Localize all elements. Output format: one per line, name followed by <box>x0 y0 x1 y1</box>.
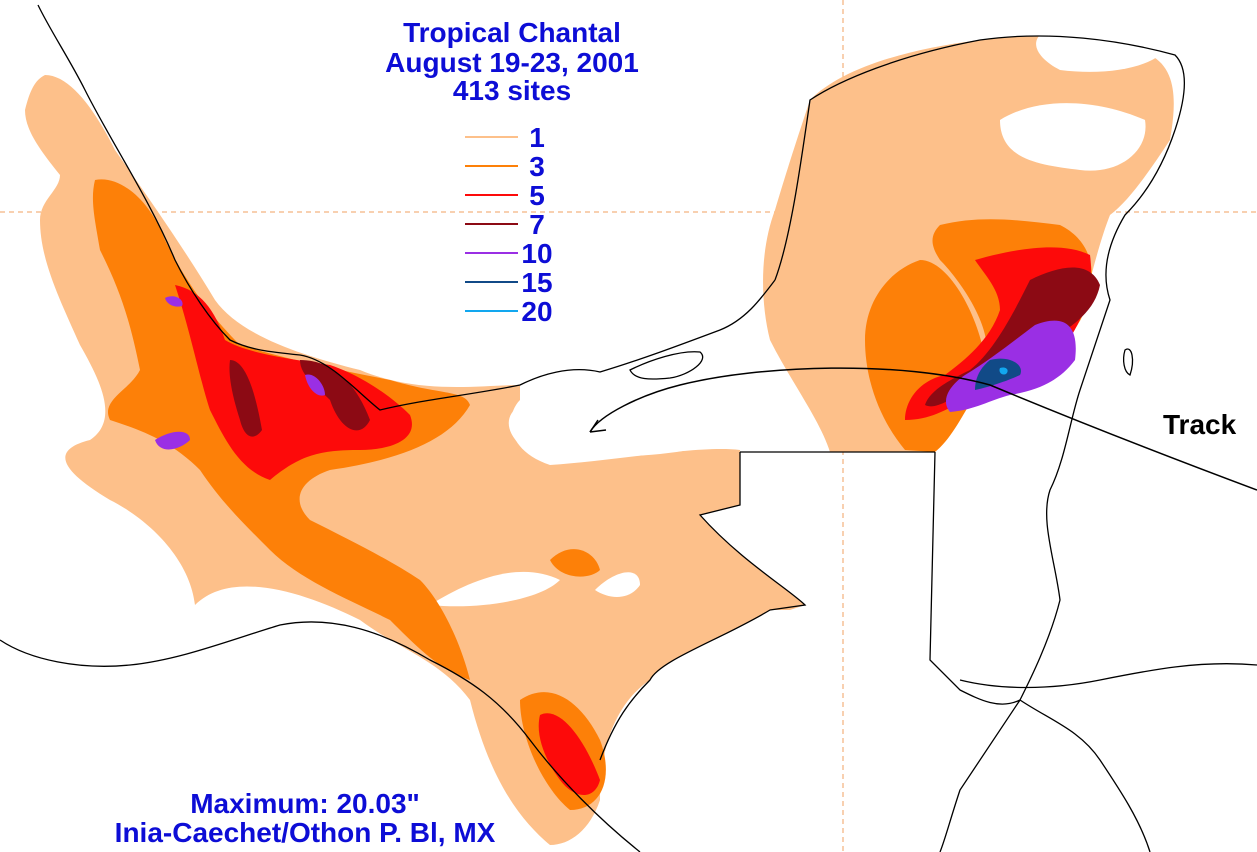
contour-gap-south2 <box>595 572 640 597</box>
track-label: Track <box>1163 409 1237 440</box>
contour-gap-east <box>1000 103 1146 171</box>
maximum-location: Inia-Caechet/Othon P. Bl, MX <box>115 817 496 848</box>
gulf-coast-west <box>37 4 776 411</box>
maximum-annotation: Maximum: 20.03" Inia-Caechet/Othon P. Bl… <box>115 788 496 848</box>
legend-label: 1 <box>529 122 545 153</box>
legend-label: 20 <box>521 296 552 327</box>
title-line-3: 413 sites <box>453 75 571 106</box>
honduras-coast <box>959 663 1257 689</box>
contour-3in-spot <box>550 549 600 577</box>
track-line <box>589 367 1257 491</box>
contour-10in-west2 <box>305 374 325 396</box>
contour-20in-east <box>999 367 1008 375</box>
legend-label: 15 <box>521 267 552 298</box>
contour-gap-south <box>430 571 560 607</box>
title-line-1: Tropical Chantal <box>403 17 621 48</box>
maximum-value: Maximum: 20.03" <box>190 788 420 819</box>
legend-label: 3 <box>529 151 545 182</box>
contour-1in-west <box>25 75 805 845</box>
contour-5in-west <box>175 285 412 480</box>
cozumel-island <box>1123 348 1134 376</box>
legend-label: 7 <box>529 209 545 240</box>
title-line-2: August 19-23, 2001 <box>385 47 639 78</box>
bay-of-campeche-islands <box>629 351 704 380</box>
mexico-guatemala-border <box>599 452 807 761</box>
contour-7in-west <box>229 360 262 437</box>
legend-label: 10 <box>521 238 552 269</box>
contour-gap-northeast <box>1036 33 1160 72</box>
contour-10in-west3 <box>165 296 183 307</box>
storm-track <box>589 367 1257 491</box>
track-arrow-head <box>589 419 607 433</box>
map-title: Tropical Chantal August 19-23, 2001 413 … <box>385 17 639 106</box>
yucatan-north-coast <box>774 35 1186 281</box>
pacific-coast <box>0 621 641 852</box>
contour-15in-east <box>975 358 1021 390</box>
coastlines <box>0 4 1257 852</box>
contour-7in-west2 <box>300 360 370 431</box>
yucatan-east-coast <box>939 129 1176 852</box>
honduras-border <box>1019 699 1151 852</box>
belize-border <box>929 451 1021 705</box>
contour-10in-west <box>155 431 190 450</box>
contour-7in-east <box>925 267 1100 407</box>
contour-gap-central <box>508 393 729 457</box>
legend-label: 5 <box>529 180 545 211</box>
rainfall-contours <box>25 33 1174 845</box>
contour-5in-south <box>538 713 600 795</box>
